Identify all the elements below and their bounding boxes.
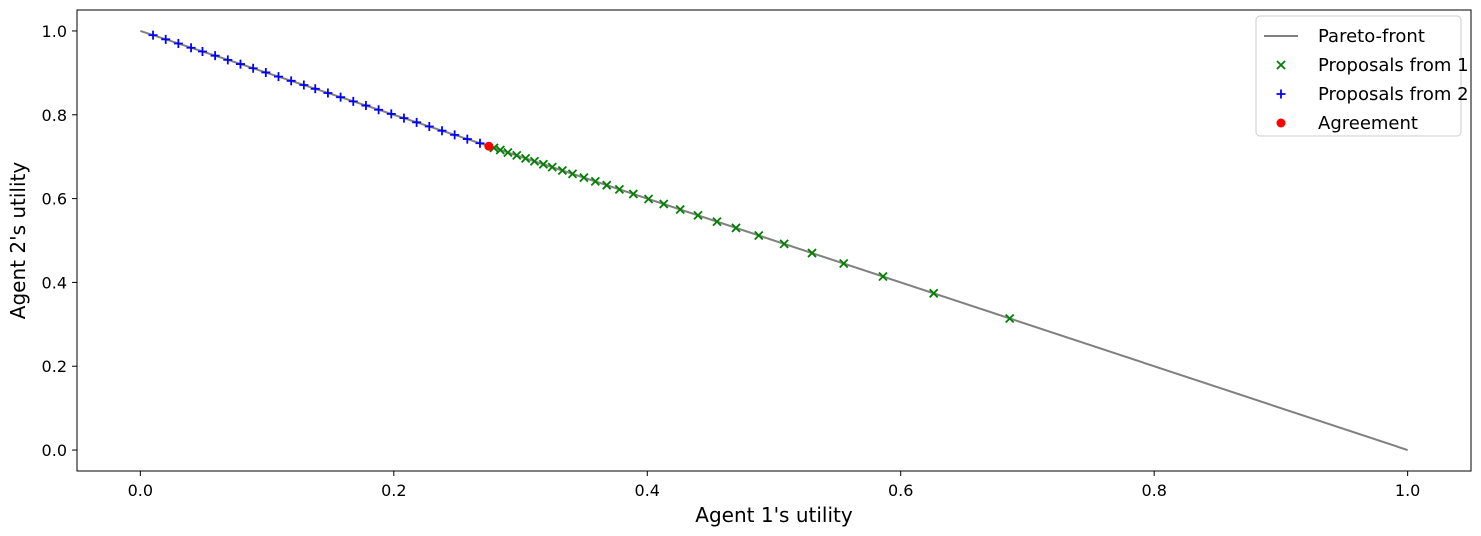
legend-item: Pareto-front (1264, 26, 1425, 47)
proposal-from-2-point (273, 72, 283, 82)
proposal-from-1-point (675, 204, 685, 215)
proposal-from-2-point (399, 113, 409, 123)
legend-box (1255, 15, 1462, 137)
x-tick-label: 0.6 (888, 481, 913, 500)
proposal-from-1-point (495, 145, 505, 155)
legend-label: Agreement (1318, 113, 1418, 134)
proposal-from-2-point (386, 109, 396, 119)
proposal-from-2-point (286, 76, 296, 86)
proposal-from-1-point (659, 199, 669, 209)
proposal-from-2-point (412, 117, 422, 127)
proposal-from-2-point (437, 126, 447, 136)
proposal-from-2-point (323, 88, 333, 98)
proposal-from-1-point (503, 147, 513, 158)
proposal-from-1-point (929, 288, 939, 298)
proposal-from-2-point (186, 43, 196, 53)
proposal-from-1-point (579, 172, 589, 183)
proposal-from-1-point (731, 223, 741, 233)
proposal-from-2-point (424, 122, 434, 132)
proposal-from-2-point (223, 55, 233, 65)
x-tick-label: 0.8 (1141, 481, 1166, 500)
y-tick-label: 0.2 (42, 357, 67, 376)
legend-label: Pareto-front (1318, 26, 1425, 47)
proposal-from-2-point (361, 101, 371, 111)
y-tick-label: 0.8 (42, 106, 67, 125)
plot-area (76, 9, 1472, 472)
x-tick-label: 0.0 (128, 481, 153, 500)
proposal-from-1-point (643, 194, 654, 204)
proposal-from-1-point (628, 189, 638, 199)
proposal-from-2-point (348, 96, 358, 106)
legend-label: Proposals from 2 (1318, 84, 1469, 105)
proposal-from-2-point (148, 30, 158, 40)
legend-item: Proposals from 2 (1276, 84, 1469, 105)
proposal-from-2-point (173, 39, 183, 49)
legend-item: Agreement (1276, 113, 1418, 134)
x-tick-label: 0.4 (635, 481, 660, 500)
proposal-from-1-point (520, 153, 531, 163)
proposal-from-1-point (712, 217, 722, 227)
y-tick-label: 0.6 (42, 190, 67, 209)
proposal-from-2-point (248, 63, 258, 73)
proposal-from-1-point (754, 230, 764, 241)
proposal-from-1-point (1276, 60, 1286, 70)
proposal-from-1-point (807, 248, 817, 258)
plot-frame (76, 9, 1472, 472)
legend-label: Proposals from 1 (1318, 55, 1469, 76)
proposal-from-1-point (557, 165, 568, 176)
proposal-from-2-point (235, 59, 245, 69)
x-tick-label: 1.0 (1395, 481, 1420, 500)
proposal-from-2-point (462, 134, 472, 144)
proposal-from-2-point (1276, 89, 1286, 99)
proposal-from-2-point (161, 34, 171, 44)
proposal-from-1-point (567, 169, 578, 179)
proposal-from-2-point (450, 130, 460, 140)
proposal-from-1-point (1005, 313, 1015, 324)
proposal-from-1-point (512, 150, 522, 161)
x-axis-label: Agent 1's utility (695, 503, 853, 527)
legend: Pareto-front Proposals from 1 Proposals fr… (1255, 15, 1469, 137)
proposal-from-2-point (374, 105, 384, 115)
proposal-from-1-point (529, 156, 540, 166)
proposal-from-2-point (299, 80, 309, 90)
proposal-from-2-point (336, 92, 346, 102)
proposal-from-1-point (878, 271, 888, 282)
series-proposals-from-2 (148, 30, 485, 148)
y-tick-label: 0.4 (42, 273, 67, 292)
x-tick-label: 0.2 (381, 481, 406, 500)
proposal-from-2-point (475, 138, 485, 148)
proposal-from-2-point (210, 51, 220, 61)
proposal-from-2-point (261, 67, 271, 77)
agreement-point (484, 141, 494, 151)
y-tick-label: 0.0 (42, 441, 67, 460)
legend-item: Proposals from 1 (1276, 55, 1469, 76)
axes: 0.0 0.2 0.4 0.6 0.8 1.0 0.0 0.2 0.4 0.6 0.8 1.0 (42, 22, 1421, 500)
series-agreement (484, 141, 494, 151)
proposal-from-2-point (197, 46, 207, 56)
proposal-from-1-point (779, 239, 789, 249)
proposal-from-1-point (538, 159, 548, 169)
proposal-from-1-point (547, 162, 557, 172)
proposal-from-2-point (310, 84, 320, 94)
series-proposals-from-1 (489, 143, 1015, 324)
agreement-point (1276, 118, 1286, 128)
proposal-from-1-point (839, 258, 849, 269)
proposal-from-1-point (590, 176, 600, 187)
proposal-from-1-point (693, 210, 703, 220)
proposal-from-1-point (602, 180, 612, 190)
y-axis-label: Agent 2's utility (6, 162, 30, 320)
proposal-from-1-point (614, 184, 625, 195)
series-layer (140, 30, 1408, 451)
y-tick-label: 1.0 (42, 22, 67, 41)
